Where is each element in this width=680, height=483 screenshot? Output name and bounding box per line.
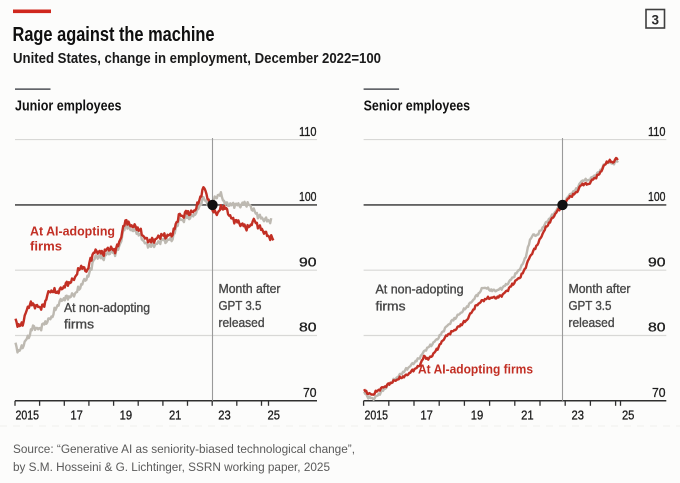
svg-text:80: 80 <box>299 320 317 335</box>
svg-text:110: 110 <box>648 124 666 139</box>
svg-text:90: 90 <box>299 254 317 269</box>
svg-text:Senior employees: Senior employees <box>364 99 471 115</box>
svg-text:80: 80 <box>648 320 666 335</box>
svg-text:100: 100 <box>299 189 317 204</box>
svg-text:by S.M. Hosseini & G. Lichting: by S.M. Hosseini & G. Lichtinger, SSRN w… <box>13 460 330 474</box>
svg-text:25: 25 <box>622 408 635 423</box>
svg-text:GPT 3.5: GPT 3.5 <box>219 298 262 313</box>
svg-text:19: 19 <box>471 408 484 423</box>
svg-text:23: 23 <box>572 408 585 423</box>
svg-text:GPT 3.5: GPT 3.5 <box>569 298 612 313</box>
svg-text:21: 21 <box>169 408 182 423</box>
svg-text:110: 110 <box>299 124 317 139</box>
svg-text:2015: 2015 <box>364 408 388 423</box>
svg-text:70: 70 <box>303 385 317 400</box>
svg-text:firms: firms <box>30 239 62 254</box>
svg-text:Rage against the machine: Rage against the machine <box>13 24 215 46</box>
svg-text:3: 3 <box>651 12 659 27</box>
svg-text:At non-adopting: At non-adopting <box>64 300 150 315</box>
svg-text:17: 17 <box>70 408 83 423</box>
svg-text:Junior employees: Junior employees <box>15 99 122 115</box>
svg-text:Month after: Month after <box>569 281 632 296</box>
svg-text:At AI-adopting firms: At AI-adopting firms <box>418 362 533 377</box>
svg-text:25: 25 <box>268 408 281 423</box>
svg-text:17: 17 <box>420 408 433 423</box>
svg-text:firms: firms <box>64 317 95 332</box>
svg-text:23: 23 <box>218 408 231 423</box>
svg-text:United States, change in emplo: United States, change in employment, Dec… <box>13 51 381 67</box>
svg-text:Month after: Month after <box>219 281 282 296</box>
svg-text:100: 100 <box>648 189 666 204</box>
svg-text:90: 90 <box>648 254 666 269</box>
svg-text:released: released <box>219 315 265 330</box>
svg-text:At non-adopting: At non-adopting <box>376 282 464 297</box>
svg-text:firms: firms <box>376 299 407 314</box>
svg-text:2015: 2015 <box>16 408 40 423</box>
svg-text:21: 21 <box>521 408 534 423</box>
svg-text:Source: “Generative AI as seni: Source: “Generative AI as seniority-bias… <box>13 442 355 456</box>
svg-text:19: 19 <box>120 408 133 423</box>
svg-text:70: 70 <box>652 385 666 400</box>
svg-text:released: released <box>569 315 615 330</box>
svg-text:At AI-adopting: At AI-adopting <box>30 224 115 239</box>
